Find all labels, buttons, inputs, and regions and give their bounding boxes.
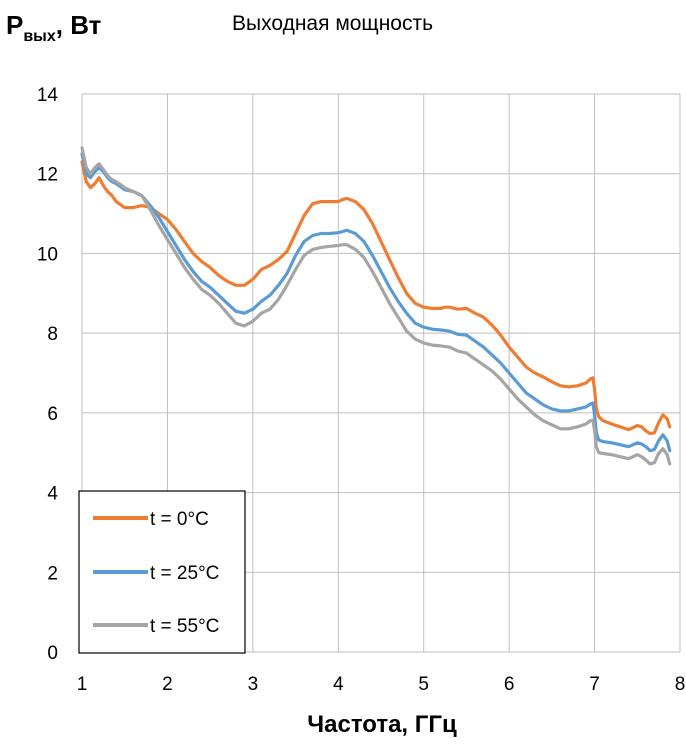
legend-label-2: t = 55°C [150, 616, 219, 637]
y-tick-label-2: 4 [47, 484, 58, 505]
y-tick-label-1: 2 [47, 563, 58, 584]
legend-item-0: t = 0°C [93, 509, 209, 530]
x-tick-label-4: 5 [418, 674, 429, 695]
y-axis-label-unit: , Вт [56, 10, 102, 40]
series-line-2 [80, 146, 672, 466]
x-tick-label-0: 1 [77, 674, 88, 695]
y-tick-label-5: 10 [37, 244, 58, 265]
y-tick-label-6: 12 [37, 165, 58, 186]
series-line-0 [80, 160, 672, 436]
legend-item-2: t = 55°C [93, 616, 219, 637]
chart-title: Выходная мощность [232, 12, 433, 35]
x-tick-label-6: 7 [589, 674, 600, 695]
y-axis-ticks: 0 2 4 6 8 10 12 14 [37, 85, 59, 664]
series-lines [80, 146, 672, 466]
y-axis-label-symbol: P [6, 10, 23, 40]
legend: t = 0°C t = 25°C t = 55°C [78, 490, 246, 654]
x-tick-label-1: 2 [162, 674, 173, 695]
y-tick-label-4: 8 [47, 324, 58, 345]
x-axis-label: Частота, ГГц [307, 711, 457, 738]
x-tick-label-2: 3 [248, 674, 259, 695]
x-axis-ticks: 1 2 3 4 5 6 7 8 [77, 674, 686, 695]
y-tick-label-3: 6 [47, 404, 58, 425]
x-tick-label-3: 4 [333, 674, 344, 695]
series-line-1 [80, 152, 672, 453]
legend-item-1: t = 25°C [93, 563, 219, 584]
legend-label-0: t = 0°C [150, 509, 209, 530]
y-tick-label-7: 14 [37, 85, 59, 106]
legend-label-1: t = 25°C [150, 563, 219, 584]
y-tick-label-0: 0 [47, 643, 58, 664]
x-tick-label-5: 6 [504, 674, 515, 695]
y-axis-label: Pвых, Вт [6, 10, 102, 45]
x-tick-label-7: 8 [675, 674, 686, 695]
y-axis-label-subscript: вых [23, 28, 56, 45]
